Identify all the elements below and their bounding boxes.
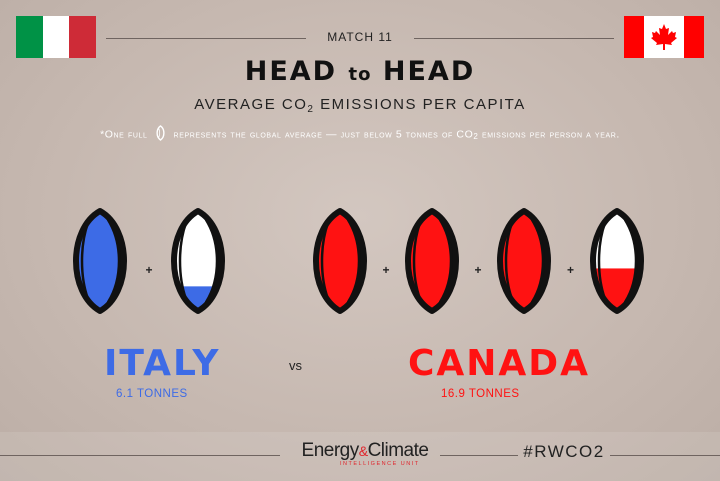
subtitle-post: EMISSIONS PER CAPITA [314, 96, 526, 113]
rugby-ball-canada-1 [313, 208, 367, 314]
header-rule-right [414, 38, 614, 39]
logo-amp: & [358, 443, 368, 459]
logo-energy: Energy [301, 440, 360, 461]
title-to: to [348, 64, 372, 85]
header-rule-left [106, 38, 306, 39]
rugby-ball-italy-2 [171, 208, 225, 314]
rugby-ball-canada-3 [497, 208, 551, 314]
title-head-2: HEAD [382, 56, 476, 87]
logo-sub: INTELLIGENCE UNIT [340, 461, 420, 467]
rugby-ball-canada-2 [405, 208, 459, 314]
footer-rule-mid [440, 455, 518, 456]
subtitle: AVERAGE CO2 EMISSIONS PER CAPITA [0, 96, 720, 115]
plus-sign: + [145, 263, 153, 277]
footer-bar [0, 432, 720, 481]
country-name-canada: CANADA [408, 343, 591, 384]
italy-flag-icon [16, 16, 96, 58]
plus-sign: + [566, 263, 574, 277]
footnote: *One full represents the global average … [0, 125, 720, 144]
note-mid: represents the global average — just bel… [173, 128, 474, 141]
canada-flag-icon [624, 16, 704, 58]
energy-climate-logo: Energy&Climate INTELLIGENCE UNIT [290, 440, 440, 467]
page-title: HEAD to HEAD [0, 56, 720, 87]
match-label: MATCH 11 [327, 30, 393, 44]
subtitle-sub: 2 [307, 104, 315, 115]
tonnes-italy: 6.1 TONNES [116, 388, 188, 400]
logo-climate: Climate [367, 440, 429, 461]
vs-label: vs [289, 358, 302, 373]
note-post: emissions per person a year. [478, 128, 620, 141]
plus-sign: + [382, 263, 390, 277]
note-pre: *One full [100, 128, 148, 141]
country-name-italy: ITALY [104, 343, 221, 384]
footer-rule-left [0, 455, 280, 456]
subtitle-pre: AVERAGE CO [194, 96, 308, 113]
rugby-ball-icon [155, 125, 166, 144]
hashtag: #RWCO2 [523, 442, 605, 461]
title-head-1: HEAD [244, 56, 338, 87]
rugby-ball-canada-4 [590, 208, 644, 314]
footer-rule-right [610, 455, 720, 456]
rugby-ball-italy-1 [73, 208, 127, 314]
note-sub: 2 [473, 132, 479, 142]
plus-sign: + [474, 263, 482, 277]
tonnes-canada: 16.9 TONNES [441, 388, 520, 400]
